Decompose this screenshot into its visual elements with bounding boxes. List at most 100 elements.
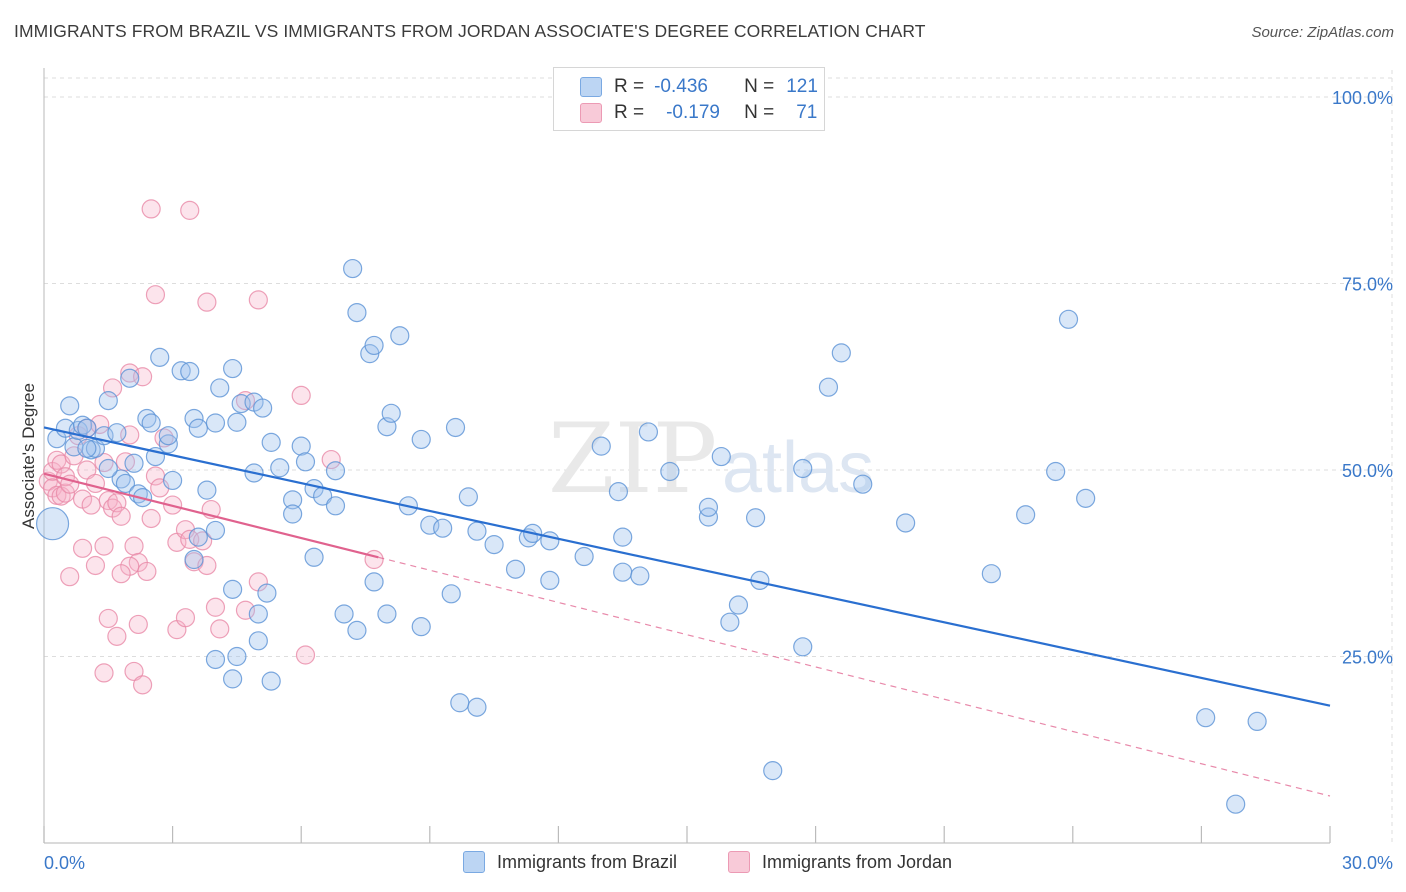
jordan-point: [120, 363, 140, 383]
brazil-point: [295, 452, 316, 472]
series-legend: Immigrants from Brazil Immigrants from J…: [0, 851, 1406, 879]
brazil-point: [77, 438, 97, 458]
brazil-point: [60, 396, 80, 416]
brazil-point: [180, 361, 200, 382]
trend-lines: [43, 426, 1331, 797]
brazil-point: [381, 403, 401, 423]
legend-n-value: 71: [796, 102, 818, 123]
brazil-point: [223, 669, 243, 689]
jordan-swatch: [580, 103, 602, 123]
brazil-point: [831, 343, 851, 363]
y-tick-label: 25.0%: [1342, 648, 1393, 668]
brazil-point: [1046, 461, 1066, 482]
tick-labels: 25.0% 50.0% 75.0% 100.0% 0.0% 30.0%: [44, 88, 1393, 873]
legend-r-value: -0.436: [654, 76, 708, 97]
brazil-point: [347, 302, 367, 323]
brazil-point: [613, 562, 633, 582]
series-brazil-points: [35, 258, 1267, 814]
brazil-point: [223, 579, 243, 599]
jordan-point: [141, 508, 161, 529]
brazil-point: [223, 358, 243, 379]
jordan-point: [77, 460, 97, 480]
brazil-point: [158, 426, 178, 446]
brazil-point: [364, 572, 384, 592]
jordan-point: [90, 414, 110, 435]
jordan-point: [205, 597, 226, 617]
brazil-point: [163, 470, 183, 491]
brazil-point: [364, 335, 384, 356]
brazil-swatch: [580, 77, 602, 97]
legend-r-label: R =: [614, 102, 645, 123]
brazil-point: [745, 508, 766, 528]
brazil-point: [188, 527, 208, 547]
brazil-point: [334, 604, 354, 624]
brazil-point: [484, 534, 504, 555]
brazil-point: [698, 497, 719, 517]
brazil-point: [210, 378, 230, 398]
brazil-point: [896, 513, 916, 533]
brazil-point: [107, 423, 127, 443]
legend-row-jordan: R = -0.179 N = 71: [580, 101, 817, 125]
brazil-point: [818, 377, 839, 397]
legend-r-value: -0.179: [666, 102, 720, 123]
brazil-point: [347, 620, 367, 640]
brazil-point: [205, 413, 226, 433]
jordan-point: [175, 608, 196, 628]
brazil-point: [613, 527, 633, 547]
brazil-point: [227, 412, 247, 432]
jordan-point: [81, 495, 101, 515]
brazil-point: [98, 391, 118, 411]
legend-item-jordan[interactable]: Immigrants from Jordan: [728, 851, 952, 873]
brazil-point: [35, 507, 70, 541]
jordan-point: [210, 619, 230, 639]
brazil-point: [270, 458, 290, 478]
brazil-point: [158, 434, 178, 454]
brazil-point: [591, 436, 611, 456]
x-tick-label: 0.0%: [44, 853, 85, 873]
brazil-point: [720, 612, 740, 632]
brazil-trend-line: [43, 426, 1331, 707]
brazil-point: [411, 617, 431, 637]
jordan-point: [72, 538, 93, 558]
jordan-point: [145, 285, 166, 305]
jordan-point: [137, 561, 157, 582]
brazil-point: [188, 418, 208, 438]
brazil-point: [638, 422, 659, 442]
y-tick-label: 50.0%: [1342, 461, 1393, 481]
brazil-point: [304, 547, 324, 567]
legend-item-brazil[interactable]: Immigrants from Brazil: [463, 851, 677, 873]
brazil-point: [411, 429, 431, 450]
brazil-point: [608, 482, 629, 502]
brazil-point: [1058, 309, 1079, 329]
jordan-point: [102, 378, 123, 398]
chart-title: IMMIGRANTS FROM BRAZIL VS IMMIGRANTS FRO…: [14, 21, 926, 41]
watermark-zip: ZIP: [548, 403, 717, 515]
jordan-trend-extrapolated: [378, 556, 1331, 797]
brazil-point: [445, 417, 466, 438]
brazil-point: [728, 595, 749, 615]
brazil-point: [660, 461, 680, 482]
jordan-point: [85, 473, 106, 494]
brazil-point: [325, 496, 346, 516]
jordan-point: [291, 385, 311, 405]
jordan-point: [98, 608, 118, 629]
legend-label-brazil: Immigrants from Brazil: [497, 851, 678, 872]
jordan-swatch: [728, 851, 750, 873]
jordan-point: [111, 506, 131, 526]
brazil-point: [390, 326, 410, 346]
y-tick-label: 100.0%: [1332, 88, 1393, 108]
jordan-point: [364, 549, 384, 570]
jordan-point: [111, 564, 131, 584]
jordan-point: [55, 483, 76, 503]
axes: [43, 68, 1331, 844]
brazil-point: [981, 564, 1001, 584]
jordan-point: [235, 600, 256, 620]
jordan-point: [85, 555, 106, 576]
brazil-point: [248, 631, 268, 651]
gridlines: [44, 70, 1393, 843]
jordan-point: [132, 675, 153, 695]
brazil-point: [853, 474, 873, 494]
jordan-point: [248, 290, 268, 310]
brazil-point: [283, 504, 303, 524]
source-label: Source: ZipAtlas.com: [1251, 24, 1394, 41]
